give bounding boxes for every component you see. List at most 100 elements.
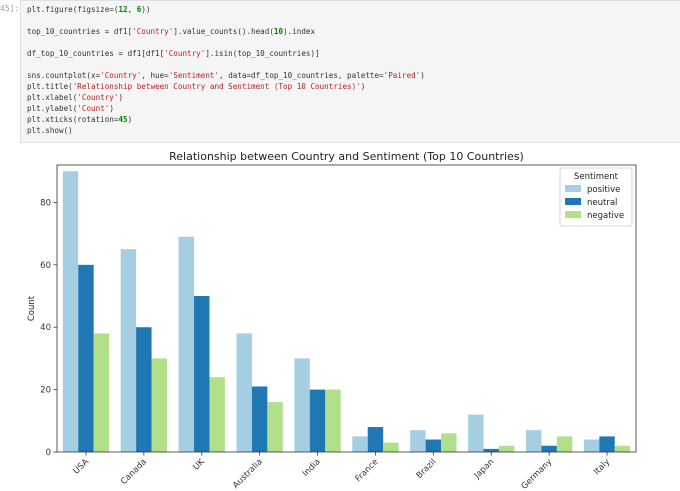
code-token: top_10_countries = df1[ <box>27 27 133 36</box>
code-token: df_top_10_countries = df1[df1[ <box>27 49 165 58</box>
bar-positive-italy <box>583 439 600 452</box>
code-token: , hue= <box>141 71 169 80</box>
bar-positive-brazil <box>410 430 426 452</box>
code-blank-line <box>27 59 425 70</box>
code-token: 12 <box>118 5 128 14</box>
chart-title: Relationship between Country and Sentime… <box>169 150 524 163</box>
code-token: ) <box>118 93 124 102</box>
code-token: 45 <box>118 115 128 124</box>
code-token: plt.xticks(rotation= <box>27 115 119 124</box>
bar-neutral-france <box>367 427 384 452</box>
bar-positive-uk <box>178 236 195 452</box>
code-token: ].value_counts().head( <box>173 27 274 36</box>
bar-neutral-usa <box>78 264 94 452</box>
code-token: sns.countplot(x= <box>27 71 101 80</box>
legend-label-positive: positive <box>587 185 620 195</box>
legend-swatch-negative <box>565 211 581 218</box>
code-token: 'Relationship between Country and Sentim… <box>72 82 361 91</box>
code-token: 'Paired' <box>383 71 421 80</box>
code-token: )) <box>141 5 151 14</box>
bar-negative-canada <box>151 358 168 452</box>
bar-negative-usa <box>93 333 110 452</box>
y-axis-label: Count <box>27 295 37 321</box>
code-token: ) <box>360 82 366 91</box>
bar-negative-australia <box>267 402 283 452</box>
code-token: plt.show() <box>27 126 73 135</box>
y-tick-label: 20 <box>40 386 51 396</box>
x-tick-label-france: France <box>354 457 381 484</box>
legend-title: Sentiment <box>574 172 619 182</box>
x-tick-label-japan: Japan <box>472 457 497 482</box>
bar-negative-japan <box>498 445 515 452</box>
x-tick-label-canada: Canada <box>119 457 149 487</box>
code-token: plt.title( <box>27 82 73 91</box>
code-line: plt.show() <box>27 125 425 136</box>
bar-negative-france <box>383 442 399 452</box>
code-line: plt.xticks(rotation=45) <box>27 114 425 125</box>
code-token: 'Country' <box>100 71 142 80</box>
legend-label-neutral: neutral <box>587 198 617 208</box>
y-tick-label: 80 <box>40 198 51 208</box>
code-line: df_top_10_countries = df1[df1['Country']… <box>27 48 425 59</box>
bar-negative-uk <box>209 377 225 452</box>
bar-positive-france <box>352 436 368 452</box>
x-tick-label-usa: USA <box>72 457 92 477</box>
code-token: ) <box>420 71 425 80</box>
code-token: plt.figure(figsize=( <box>27 5 119 14</box>
bar-positive-australia <box>236 333 252 452</box>
bar-positive-india <box>294 358 310 452</box>
code-token: 'Country' <box>77 93 119 102</box>
code-token: ) <box>109 104 114 113</box>
code-line: plt.xlabel('Country') <box>27 92 425 103</box>
code-blank-line <box>27 37 425 48</box>
y-tick-label: 60 <box>40 261 51 271</box>
code-token: 'Country' <box>164 49 206 58</box>
code-token: plt.ylabel( <box>27 104 78 113</box>
x-tick-label-italy: Italy <box>592 457 612 477</box>
cell-prompt: 45]: <box>0 4 20 13</box>
code-token: plt.xlabel( <box>27 93 78 102</box>
legend-label-negative: negative <box>587 211 624 221</box>
code-blank-line <box>27 15 425 26</box>
code-line: top_10_countries = df1['Country'].value_… <box>27 26 425 37</box>
code-token: ].isin(top_10_countries)] <box>205 49 320 58</box>
bar-positive-germany <box>525 430 542 452</box>
x-tick-label-brazil: Brazil <box>415 457 439 481</box>
bar-negative-india <box>325 389 341 452</box>
bar-negative-brazil <box>441 433 457 452</box>
code-token: ).index <box>283 27 316 36</box>
code-token: ) <box>127 115 133 124</box>
y-tick-label: 0 <box>46 448 51 458</box>
code-line: sns.countplot(x='Country', hue='Sentimen… <box>27 70 425 81</box>
code-token: , data=df_top_10_countries, palette= <box>219 71 384 80</box>
bar-neutral-brazil <box>425 439 442 452</box>
x-tick-label-uk: UK <box>191 457 207 473</box>
code-line: plt.title('Relationship between Country … <box>27 81 425 92</box>
code-cell[interactable]: plt.figure(figsize=(12, 6)) top_10_countr… <box>20 0 680 143</box>
code-token: , <box>127 5 137 14</box>
bar-neutral-germany <box>541 445 557 452</box>
code-editor[interactable]: plt.figure(figsize=(12, 6)) top_10_countr… <box>27 4 425 136</box>
code-token: 6 <box>136 5 142 14</box>
legend-swatch-positive <box>565 185 581 192</box>
bar-positive-japan <box>468 414 484 452</box>
legend-swatch-neutral <box>565 198 581 205</box>
x-tick-label-germany: Germany <box>520 457 555 491</box>
bar-neutral-uk <box>194 296 210 452</box>
x-tick-label-india: India <box>301 457 323 479</box>
code-line: plt.ylabel('Count') <box>27 103 425 114</box>
bar-neutral-canada <box>136 327 152 452</box>
bar-neutral-japan <box>483 448 499 452</box>
code-token: 'Country' <box>132 27 174 36</box>
x-tick-label-australia: Australia <box>231 457 265 491</box>
bar-neutral-italy <box>599 436 615 452</box>
bar-neutral-india <box>309 389 326 452</box>
bar-negative-germany <box>556 436 573 452</box>
bar-negative-italy <box>614 445 631 452</box>
axes-frame <box>56 164 637 453</box>
bar-positive-usa <box>62 171 79 453</box>
code-token: 'Count' <box>77 104 110 113</box>
code-token: 10 <box>273 27 284 36</box>
countplot-chart: Relationship between Country and Sentime… <box>27 150 637 491</box>
bar-neutral-australia <box>251 386 268 452</box>
